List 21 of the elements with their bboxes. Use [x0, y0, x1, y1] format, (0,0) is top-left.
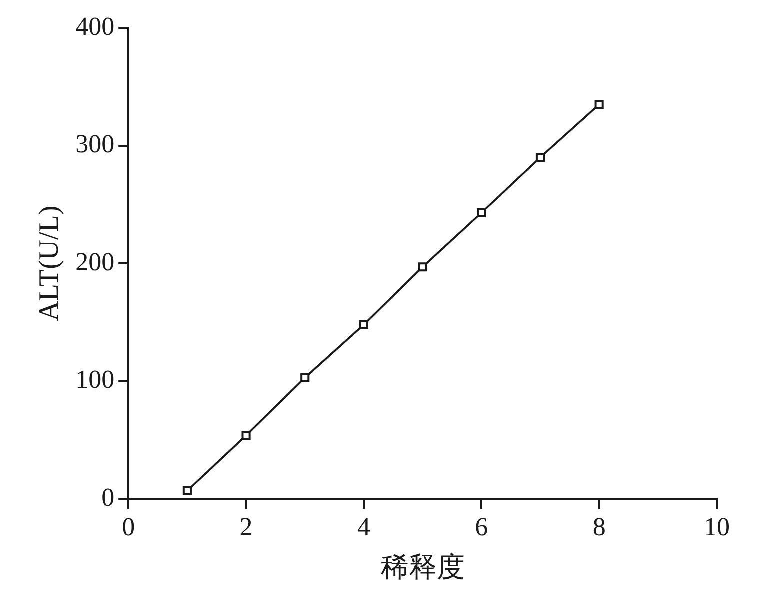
x-tick-label: 0 — [122, 512, 136, 542]
x-tick-label: 2 — [240, 512, 253, 542]
point — [359, 320, 368, 330]
y-tick-label: 200 — [76, 247, 115, 276]
y-tick-label: 0 — [102, 483, 115, 512]
x-axis-title: 稀释度 — [380, 552, 465, 584]
point — [300, 373, 310, 382]
x-tick-label: 8 — [592, 512, 606, 542]
y-tick-label: 100 — [76, 365, 115, 394]
x-tick-label: 4 — [357, 512, 370, 542]
point — [242, 431, 251, 440]
point — [182, 486, 192, 496]
y-axis-title: ALT(U/L) — [34, 206, 66, 322]
point — [418, 262, 428, 272]
point — [536, 153, 546, 162]
x-tick-label: 6 — [475, 512, 488, 542]
point — [594, 100, 604, 110]
y-tick-label: 300 — [76, 130, 115, 159]
x-tick-label: 10 — [704, 512, 730, 542]
point — [477, 208, 486, 218]
y-tick-label: 400 — [76, 12, 115, 41]
